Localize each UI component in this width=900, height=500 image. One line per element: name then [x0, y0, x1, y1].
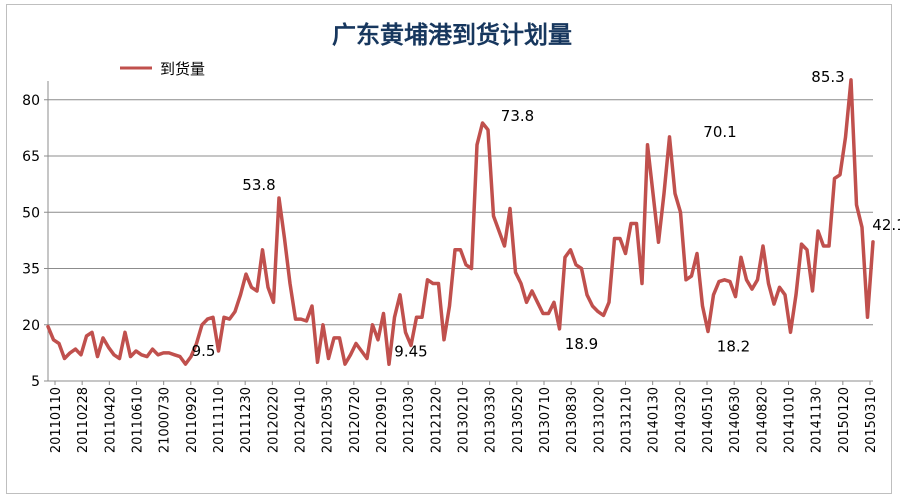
series-group — [46, 78, 875, 367]
data-label-9-45: 9.45 — [394, 342, 427, 360]
x-tick-label: 20110228 — [76, 387, 91, 453]
x-tick-label: 20110920 — [185, 387, 200, 453]
legend: 到货量 — [120, 60, 205, 78]
y-tick-label-65: 65 — [22, 149, 40, 165]
data-label-73-8: 73.8 — [501, 107, 534, 125]
y-tick-label-80: 80 — [22, 93, 40, 109]
x-tick-label: 20131210 — [620, 387, 635, 453]
x-tick-label: 20141010 — [783, 387, 798, 453]
x-tick-label: 20110610 — [131, 387, 146, 453]
y-tick-label-35: 35 — [22, 262, 40, 278]
x-tick-label: 20150120 — [837, 387, 852, 453]
x-tick-label: 20111230 — [239, 387, 254, 453]
x-tick-label: 20130520 — [511, 387, 526, 453]
x-tick-label: 20150310 — [864, 387, 879, 453]
x-tick-label: 20131020 — [592, 387, 607, 453]
grid-lines — [48, 99, 873, 326]
series-line-dao-huo-liang — [46, 78, 875, 367]
x-tick-label: 20110420 — [103, 387, 118, 453]
x-tick-label: 20120910 — [375, 387, 390, 453]
x-tick-label: 20120410 — [294, 387, 309, 453]
x-tick-label: 20121220 — [429, 387, 444, 453]
data-label-42-1: 42.1 — [872, 216, 900, 234]
x-tick-label: 20140510 — [701, 387, 716, 453]
x-tick-label: 20140130 — [647, 387, 662, 453]
x-tick-label: 20121030 — [402, 387, 417, 453]
y-tick-label-5: 5 — [31, 374, 40, 390]
chart-frame — [6, 4, 892, 494]
x-tick-label: 20111110 — [212, 387, 227, 453]
x-tick-label: 20130210 — [457, 387, 472, 453]
x-tick-label: 20120530 — [321, 387, 336, 453]
chart-title: 广东黄埔港到货计划量 — [332, 21, 572, 49]
x-tick-label: 20140630 — [728, 387, 743, 453]
x-tick-label: 20140820 — [755, 387, 770, 453]
y-tick-label-50: 50 — [22, 205, 40, 221]
data-label-18-9: 18.9 — [565, 335, 598, 353]
x-tick-label: 20141130 — [810, 387, 825, 453]
axes — [47, 81, 873, 382]
legend-label-dao-huo-liang: 到货量 — [160, 60, 205, 78]
data-label-70-1: 70.1 — [703, 123, 736, 141]
x-tick-label: 21000730 — [158, 387, 173, 453]
data-label-53-8: 53.8 — [242, 176, 275, 194]
x-tick-label: 20120720 — [348, 387, 363, 453]
x-axis-ticks: 20110110 20110228 20110420 20110610 21000730… — [49, 381, 879, 453]
x-tick-label: 20130330 — [484, 387, 499, 453]
x-tick-label: 20130710 — [538, 387, 553, 453]
data-labels: 9.5 53.8 9.45 73.8 18.9 70.1 18.2 85.3 42.1 — [192, 68, 900, 360]
data-label-85-3: 85.3 — [811, 68, 844, 86]
x-tick-label: 20120220 — [266, 387, 281, 453]
data-label-9-5: 9.5 — [192, 342, 216, 360]
x-tick-label: 20130830 — [565, 387, 580, 453]
data-label-18-2: 18.2 — [717, 338, 750, 356]
y-tick-label-20: 20 — [22, 318, 40, 334]
x-tick-label: 20110110 — [49, 387, 64, 453]
y-axis-ticks: 5 20 35 50 65 80 — [22, 93, 48, 390]
x-tick-label: 20140320 — [674, 387, 689, 453]
